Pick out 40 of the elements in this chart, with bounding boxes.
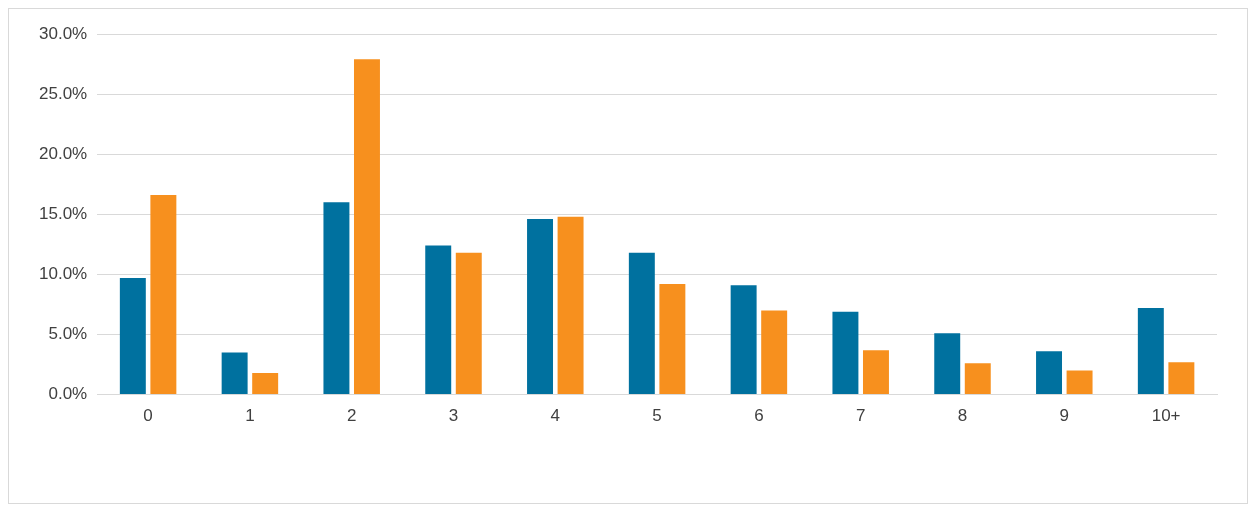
x-tick-label: 1 <box>245 406 255 426</box>
y-tick-label: 20.0% <box>39 143 88 163</box>
bar <box>964 363 991 395</box>
bar <box>252 372 279 395</box>
bar <box>1066 370 1093 395</box>
x-tick-label: 7 <box>855 406 866 426</box>
bar <box>150 195 177 395</box>
bar <box>761 310 788 395</box>
x-tick-label: 8 <box>957 406 968 426</box>
bar <box>353 59 380 395</box>
bar <box>832 311 859 395</box>
y-tick-label: 15.0% <box>39 203 88 223</box>
bar <box>455 252 482 395</box>
bar <box>659 284 686 395</box>
bar <box>527 219 554 395</box>
bar <box>221 352 248 395</box>
x-tick-label: 3 <box>448 406 459 426</box>
bar <box>730 285 757 395</box>
x-tick-label: 9 <box>1059 406 1070 426</box>
bar <box>323 202 350 395</box>
bar <box>119 278 146 395</box>
x-tick-label: 6 <box>754 406 764 426</box>
x-tick-label: 10+ <box>1151 406 1181 426</box>
x-tick-label: 2 <box>346 406 357 426</box>
bar <box>934 333 961 395</box>
y-tick-label: 30.0% <box>39 23 88 43</box>
bar <box>557 216 584 395</box>
bar <box>1036 351 1063 395</box>
x-tick-label: 4 <box>550 406 561 426</box>
bar <box>1168 362 1195 395</box>
y-tick-label: 10.0% <box>39 264 88 284</box>
bar <box>425 245 452 395</box>
bar <box>1137 308 1164 395</box>
bar <box>628 252 655 395</box>
y-tick-label: 25.0% <box>39 83 88 103</box>
bar <box>862 350 889 395</box>
x-tick-label: 0 <box>143 406 153 426</box>
y-tick-label: 0.0% <box>48 384 88 404</box>
x-tick-label: 5 <box>652 406 662 426</box>
y-tick-label: 5.0% <box>48 324 88 344</box>
